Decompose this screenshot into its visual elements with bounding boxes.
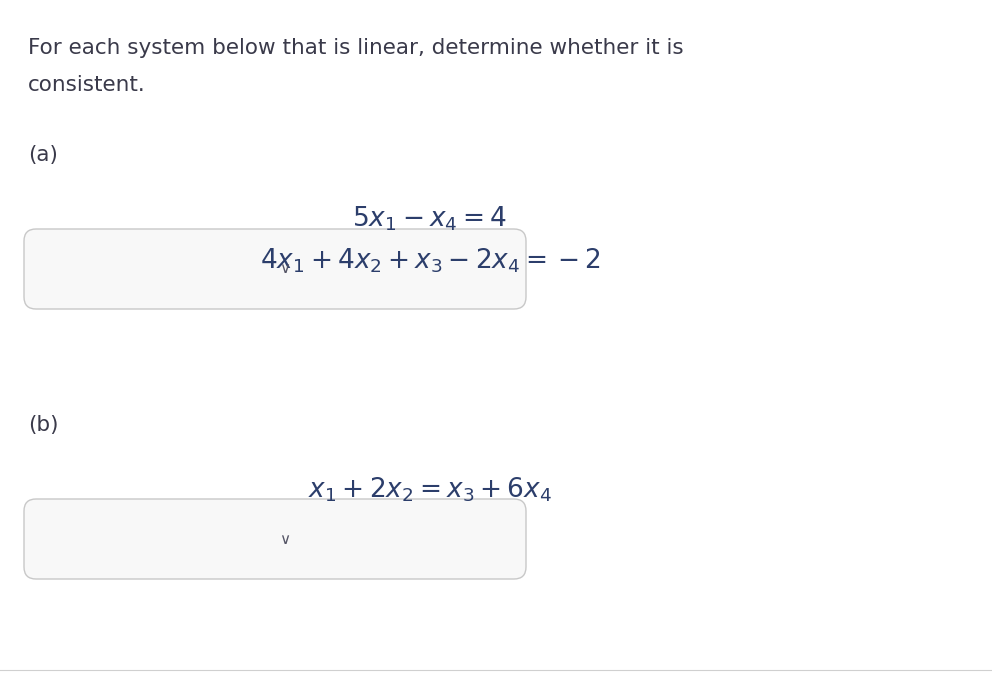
Text: $4x_1 + 4x_2 + x_3 - 2x_4 = -2$: $4x_1 + 4x_2 + x_3 - 2x_4 = -2$ [260,247,600,275]
Text: For each system below that is linear, determine whether it is: For each system below that is linear, de… [28,38,683,58]
Text: consistent.: consistent. [28,75,146,95]
Text: (a): (a) [28,145,58,165]
Text: ∨: ∨ [280,262,291,277]
FancyBboxPatch shape [24,499,526,579]
Text: $x_1 + 2x_2 = x_3 + 6x_4$: $x_1 + 2x_2 = x_3 + 6x_4$ [308,475,552,504]
FancyBboxPatch shape [24,229,526,309]
Text: (b): (b) [28,415,59,435]
Text: ∨: ∨ [280,532,291,546]
Text: $5x_1 - x_4 = 4$: $5x_1 - x_4 = 4$ [352,205,508,233]
